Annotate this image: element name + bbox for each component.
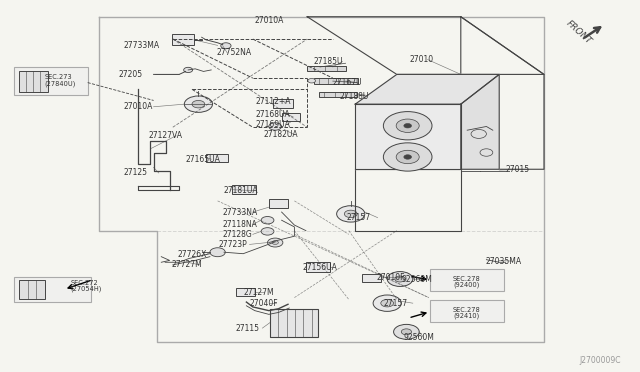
Circle shape [272, 241, 278, 244]
Text: J2700009C: J2700009C [579, 356, 621, 365]
Text: 27010F: 27010F [376, 273, 405, 282]
Text: 27727M: 27727M [172, 260, 202, 269]
Polygon shape [355, 74, 499, 104]
Bar [14, 67, 88, 95]
Bar [19, 280, 45, 299]
Circle shape [471, 129, 486, 138]
Circle shape [192, 100, 205, 108]
Circle shape [373, 295, 401, 311]
Text: 27723P: 27723P [219, 240, 248, 249]
Text: (27054H): (27054H) [70, 285, 102, 292]
Bar [307, 66, 346, 71]
Text: SEC.272: SEC.272 [70, 280, 98, 286]
Circle shape [381, 299, 394, 307]
Text: 27752NA: 27752NA [216, 48, 252, 57]
Circle shape [404, 124, 412, 128]
Circle shape [184, 96, 212, 112]
Circle shape [269, 123, 282, 130]
Text: 27010A: 27010A [254, 16, 284, 25]
Text: 27182UA: 27182UA [264, 130, 298, 139]
Circle shape [184, 67, 193, 73]
Text: 27127M: 27127M [243, 288, 274, 296]
Bar [430, 300, 504, 322]
Circle shape [396, 119, 419, 132]
Text: 27169UA: 27169UA [256, 120, 291, 129]
Text: (92400): (92400) [453, 282, 480, 288]
Bar [282, 113, 300, 121]
Text: 27115: 27115 [236, 324, 260, 333]
Text: 27165UA: 27165UA [186, 155, 220, 164]
Text: 27188U: 27188U [339, 92, 369, 101]
Circle shape [210, 248, 225, 257]
Text: 27168UA: 27168UA [256, 110, 291, 119]
Bar [314, 78, 358, 84]
Text: 27128G: 27128G [223, 230, 252, 239]
Circle shape [387, 272, 413, 286]
Bar [236, 288, 255, 296]
Text: 27127VA: 27127VA [148, 131, 182, 140]
Text: 27118NA: 27118NA [223, 220, 257, 229]
Text: 27185U: 27185U [314, 57, 343, 66]
Bar [362, 274, 381, 282]
Circle shape [401, 329, 412, 335]
Text: 27112+A: 27112+A [256, 97, 291, 106]
Text: 92560M: 92560M [401, 275, 432, 284]
Bar [206, 154, 228, 162]
Circle shape [395, 276, 405, 282]
Circle shape [268, 238, 283, 247]
Text: 92560M: 92560M [403, 333, 434, 342]
Text: 27181UA: 27181UA [224, 186, 259, 195]
Text: 27156UA: 27156UA [302, 263, 337, 272]
Bar [232, 185, 256, 194]
Text: 27726X: 27726X [178, 250, 207, 259]
Circle shape [221, 43, 231, 49]
Circle shape [337, 206, 365, 222]
Circle shape [383, 112, 432, 140]
Text: 27040F: 27040F [250, 299, 278, 308]
Circle shape [383, 143, 432, 171]
Bar [273, 99, 293, 108]
Circle shape [261, 228, 274, 235]
Text: 27035MA: 27035MA [485, 257, 521, 266]
Text: SEC.278: SEC.278 [452, 307, 481, 313]
Circle shape [261, 217, 274, 224]
Bar [172, 34, 194, 45]
Bar [270, 309, 318, 337]
Text: SEC.273: SEC.273 [45, 74, 72, 80]
Circle shape [480, 149, 493, 156]
Circle shape [396, 150, 419, 164]
Bar [430, 269, 504, 291]
Circle shape [344, 210, 357, 218]
Text: 27010A: 27010A [124, 102, 153, 111]
Circle shape [404, 155, 412, 159]
Polygon shape [355, 104, 461, 169]
Text: 27157: 27157 [384, 299, 408, 308]
Polygon shape [461, 74, 499, 169]
Text: 27167U: 27167U [333, 78, 362, 87]
Text: 27157: 27157 [347, 213, 371, 222]
Text: FRONT: FRONT [564, 19, 594, 46]
Text: (27840U): (27840U) [45, 80, 76, 87]
Text: SEC.278: SEC.278 [452, 276, 481, 282]
Bar [319, 92, 357, 97]
Text: 27205: 27205 [118, 70, 143, 79]
Circle shape [308, 78, 316, 83]
Bar [269, 199, 288, 208]
Text: 27733MA: 27733MA [124, 41, 159, 50]
Text: 27733NA: 27733NA [223, 208, 258, 217]
Text: 27015: 27015 [506, 165, 530, 174]
Bar [19, 71, 48, 92]
Circle shape [394, 324, 419, 339]
Text: 27010: 27010 [410, 55, 434, 64]
Text: (92410): (92410) [453, 312, 480, 319]
Bar [306, 262, 330, 272]
Bar [14, 277, 91, 302]
Text: 27125: 27125 [124, 169, 148, 177]
